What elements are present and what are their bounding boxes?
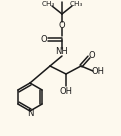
Text: O: O <box>41 35 47 44</box>
Text: CH₃: CH₃ <box>41 1 55 7</box>
Text: OH: OH <box>60 86 72 95</box>
Text: NH: NH <box>56 47 68 56</box>
Text: O: O <box>59 21 65 30</box>
Text: CH₃: CH₃ <box>69 1 83 7</box>
Text: N: N <box>27 109 33 118</box>
Text: OH: OH <box>91 67 105 76</box>
Text: O: O <box>89 50 95 60</box>
Text: CH₃: CH₃ <box>55 0 69 1</box>
